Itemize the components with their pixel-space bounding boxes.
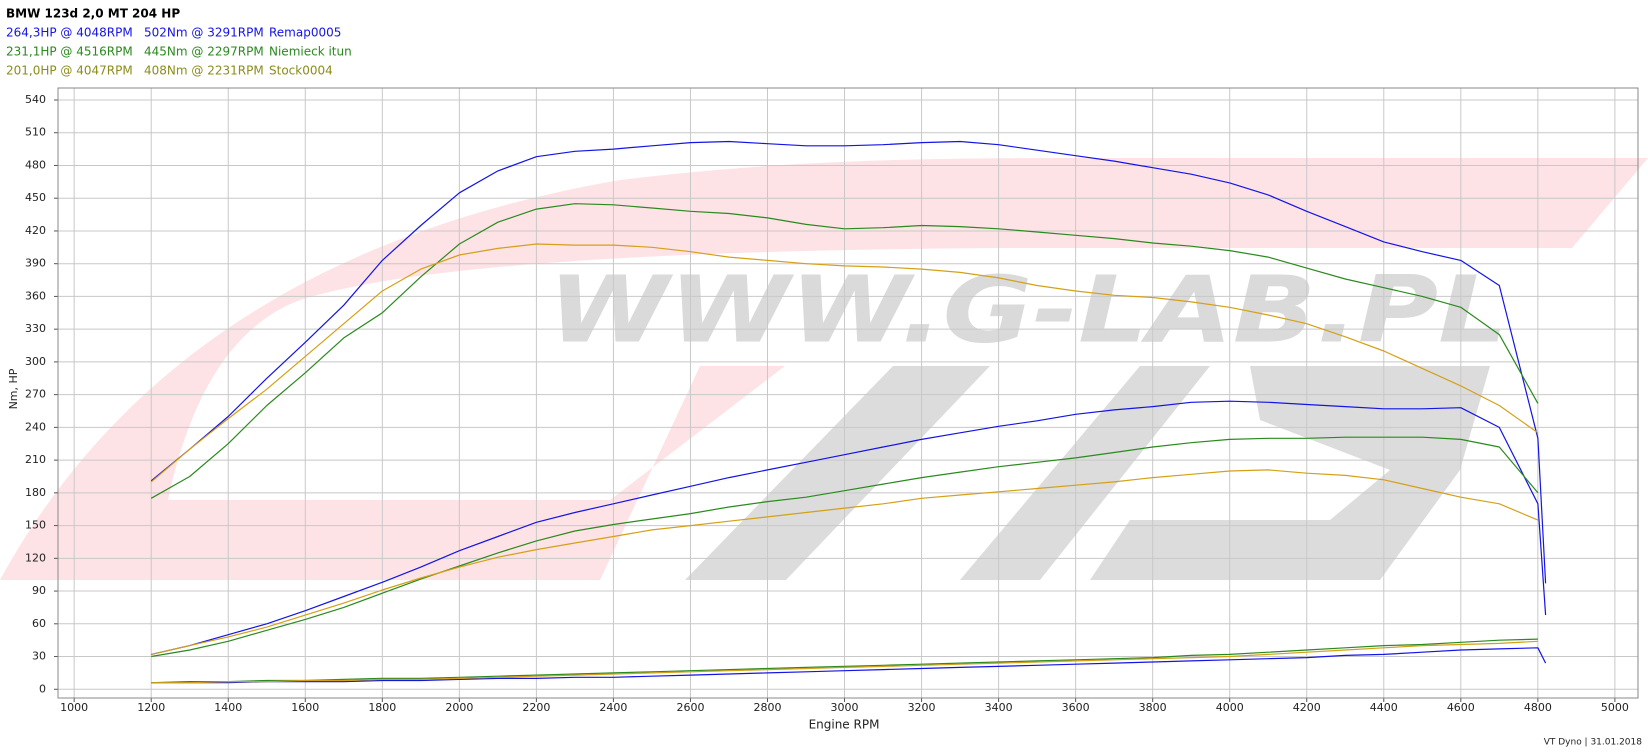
y-tick-label: 390 — [25, 257, 46, 270]
plot-frame — [57, 87, 1639, 699]
x-tick-label: 2200 — [522, 701, 550, 714]
x-tick-label: 4200 — [1293, 701, 1321, 714]
legend-torque: 408Nm @ 2231RPM — [144, 64, 264, 78]
x-tick-label: 3600 — [1062, 701, 1090, 714]
y-tick-label: 60 — [32, 617, 46, 630]
legend-name: Remap0005 — [269, 26, 341, 40]
legend-power: 201,0HP @ 4047RPM — [6, 64, 133, 78]
y-tick-label: 210 — [25, 453, 46, 466]
y-tick-label: 90 — [32, 584, 46, 597]
watermark-letter — [960, 366, 1210, 580]
y-tick-label: 480 — [25, 158, 46, 171]
x-tick-label: 4600 — [1447, 701, 1475, 714]
loss-curve — [151, 640, 1538, 684]
footer: VT Dyno | 31.01.2018 — [1544, 738, 1643, 748]
torque-curve — [150, 140, 1547, 584]
x-tick-label: 1000 — [60, 701, 88, 714]
y-tick-label: 30 — [32, 650, 46, 663]
loss-curve — [151, 647, 1547, 684]
y-tick-label: 420 — [25, 224, 46, 237]
y-tick-label: 450 — [25, 191, 46, 204]
y-tick-label: 120 — [25, 551, 46, 564]
y-tick-label: 510 — [25, 126, 46, 139]
x-tick-label: 1200 — [137, 701, 165, 714]
x-tick-label: 4400 — [1370, 701, 1398, 714]
x-tick-label: 1400 — [214, 701, 242, 714]
y-tick-label: 0 — [39, 682, 46, 695]
power-curve — [151, 436, 1539, 658]
chart-title: BMW 123d 2,0 MT 204 HP — [6, 7, 180, 21]
x-tick-label: 3000 — [831, 701, 859, 714]
y-tick-label: 180 — [25, 486, 46, 499]
x-tick-label: 3200 — [908, 701, 936, 714]
x-tick-label: 5000 — [1601, 701, 1629, 714]
y-tick-label: 150 — [25, 519, 46, 532]
x-tick-label: 2000 — [445, 701, 473, 714]
legend-torque: 502Nm @ 3291RPM — [144, 26, 264, 40]
legend-power: 264,3HP @ 4048RPM — [6, 26, 133, 40]
legend-torque: 445Nm @ 2297RPM — [144, 45, 264, 59]
y-tick-label: 330 — [25, 322, 46, 335]
x-tick-label: 4000 — [1216, 701, 1244, 714]
watermark-text: WWW.G-LAB.PL — [548, 256, 1508, 363]
x-tick-label: 3800 — [1139, 701, 1167, 714]
x-tick-label: 1600 — [291, 701, 319, 714]
x-tick-label: 2600 — [676, 701, 704, 714]
y-axis-label: Nm, HP — [7, 368, 20, 409]
y-tick-label: 240 — [25, 420, 46, 433]
x-tick-label: 2400 — [599, 701, 627, 714]
y-tick-label: 360 — [25, 289, 46, 302]
x-axis-label: Engine RPM — [809, 718, 880, 732]
torque-curve — [150, 203, 1539, 499]
legend-power: 231,1HP @ 4516RPM — [6, 45, 133, 59]
power-curve — [151, 469, 1539, 655]
y-tick-label: 540 — [25, 93, 46, 106]
watermark-letter — [685, 366, 990, 580]
power-curve — [151, 400, 1547, 655]
torque-curve — [150, 243, 1539, 483]
x-tick-label: 1800 — [368, 701, 396, 714]
loss-curve — [151, 638, 1538, 684]
y-tick-label: 270 — [25, 388, 46, 401]
x-tick-label: 2800 — [753, 701, 781, 714]
x-tick-label: 3400 — [985, 701, 1013, 714]
y-tick-label: 300 — [25, 355, 46, 368]
x-tick-label: 4800 — [1524, 701, 1552, 714]
legend-name: Niemieck itun — [269, 45, 352, 59]
legend-name: Stock0004 — [269, 64, 333, 78]
watermark-letter — [1090, 366, 1490, 580]
